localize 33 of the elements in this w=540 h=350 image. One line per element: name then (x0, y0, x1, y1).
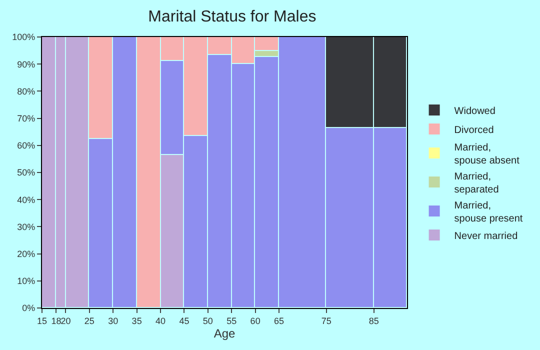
x-axis-title: Age (214, 326, 236, 341)
y-tick-label: 70% (17, 113, 36, 124)
x-tick-label: 35 (132, 316, 142, 326)
x-tick-label: 75 (321, 316, 332, 326)
y-tick-label: 90% (17, 59, 36, 70)
legend-label: Married, separated (454, 171, 499, 196)
x-tick-label: 45 (179, 316, 190, 326)
x-tick-label: 20 (60, 316, 71, 326)
legend-label: Widowed (454, 106, 496, 117)
x-tick-label: 85 (368, 316, 379, 326)
x-tick-label: 30 (108, 316, 118, 326)
legend-label: Married, spouse absent (454, 142, 520, 166)
chart-title: Marital Status for Males (148, 8, 316, 26)
y-tick-label: 40% (17, 194, 36, 205)
legend-label: Divorced (454, 124, 494, 136)
legend-label: Never married (454, 230, 518, 242)
y-tick-label: 0% (22, 303, 36, 314)
x-tick-label: 50 (202, 316, 213, 326)
x-tick-label: 15 (36, 316, 48, 326)
x-tick-label: 60 (250, 316, 260, 326)
legend-label: Married, spouse present (454, 200, 523, 224)
x-tick-label: 40 (156, 316, 166, 326)
y-tick-label: 100% (12, 32, 36, 42)
y-tick-label: 10% (17, 276, 36, 286)
x-tick-label: 25 (84, 316, 94, 326)
y-tick-label: 30% (17, 222, 36, 232)
x-tick-label: 55 (226, 316, 237, 326)
y-tick-label: 60% (17, 140, 36, 151)
y-tick-label: 50% (17, 168, 36, 178)
y-tick-label: 20% (17, 248, 36, 259)
y-tick-label: 80% (17, 86, 36, 96)
x-tick-label: 65 (274, 316, 284, 326)
x-tick-label: 18 (51, 316, 62, 326)
